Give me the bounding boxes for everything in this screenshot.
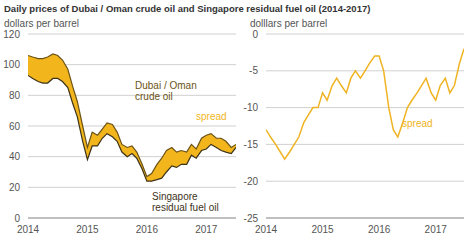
- svg-text:40: 40: [9, 151, 21, 162]
- svg-text:80: 80: [9, 90, 21, 101]
- html-text:dolllars per barrel: dolllars per barrel: [250, 18, 328, 29]
- html-text:spread: spread: [196, 111, 227, 122]
- svg-text:-25: -25: [244, 213, 259, 224]
- svg-text:-10: -10: [244, 102, 259, 113]
- svg-text:2014: 2014: [17, 224, 40, 235]
- html-text:Daily prices of Dubai / Oman c: Daily prices of Dubai / Oman crude oil a…: [4, 3, 371, 14]
- svg-text:0: 0: [252, 29, 258, 40]
- html-text:spread: spread: [402, 118, 433, 129]
- svg-text:100: 100: [8, 59, 20, 70]
- svg-text:-15: -15: [244, 139, 259, 150]
- svg-text:-20: -20: [244, 176, 259, 187]
- svg-text:2014: 2014: [255, 224, 278, 235]
- svg-text:120: 120: [8, 29, 20, 40]
- svg-text:2015: 2015: [311, 224, 334, 235]
- svg-text:2017: 2017: [195, 224, 218, 235]
- svg-text:20: 20: [9, 182, 21, 193]
- svg-text:0: 0: [14, 213, 20, 224]
- svg-text:-5: -5: [249, 65, 258, 76]
- html-text:Singapore residual fuel oil: Singapore residual fuel oil: [152, 191, 219, 213]
- svg-text:60: 60: [9, 121, 21, 132]
- svg-text:2017: 2017: [425, 224, 448, 235]
- svg-text:2016: 2016: [136, 224, 159, 235]
- html-text:dollars per barrel: dollars per barrel: [4, 18, 79, 29]
- html-text:Dubai / Oman crude oil: Dubai / Oman crude oil: [135, 80, 197, 102]
- svg-text:2015: 2015: [76, 224, 99, 235]
- svg-text:2016: 2016: [368, 224, 391, 235]
